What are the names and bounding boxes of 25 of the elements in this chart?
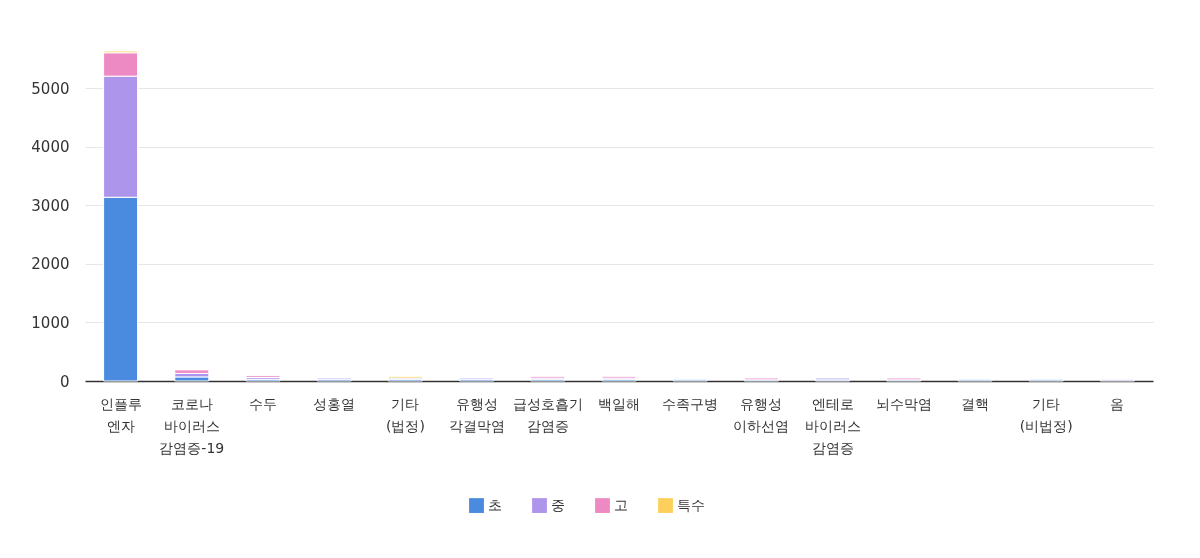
x-tick-label: 백일해 (598, 395, 640, 412)
y-tick-label: 5000 (31, 79, 70, 98)
legend-label: 중 (551, 496, 565, 513)
x-tick-label: 엔테로 바이러스 감염증 (804, 395, 861, 456)
legend-label: 고 (614, 496, 628, 513)
x-tick-label: 급성호흡기 감염증 (512, 395, 583, 434)
legend-label: 특수 (677, 496, 705, 513)
x-tick-label: 유행성 이하선염 (733, 395, 790, 434)
x-tick-label: 유행성 각결막염 (448, 395, 505, 434)
x-tick-label: 기타 (법정) (385, 395, 425, 434)
x-tick-label: 수두 (249, 395, 277, 412)
y-tick-label: 2000 (31, 255, 70, 274)
legend-label: 초 (488, 496, 502, 513)
x-tick-label: 코로나 바이러스 감염증-19 (159, 395, 225, 456)
y-tick-label: 1000 (31, 313, 70, 332)
x-tick-label: 기타 (비법정) (1019, 395, 1073, 434)
x-tick-label: 결핵 (961, 395, 989, 412)
y-tick-label: 4000 (31, 138, 70, 157)
x-tick-label: 옴 (1110, 395, 1125, 412)
x-tick-label: 수족구병 (662, 395, 719, 412)
x-tick-label: 성홍열 (313, 395, 356, 412)
y-tick-label: 3000 (31, 196, 70, 215)
x-tick-label: 뇌수막염 (875, 395, 932, 412)
x-tick-label: 인플루 엔자 (99, 395, 142, 434)
y-tick-label: 0 (59, 372, 70, 391)
